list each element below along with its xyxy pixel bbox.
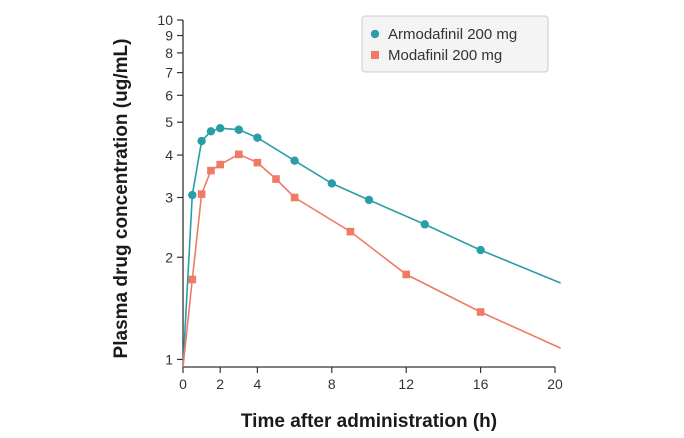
x-tick-label: 12 — [398, 376, 414, 392]
y-tick-label: 8 — [165, 45, 173, 61]
data-point — [290, 193, 299, 202]
data-point — [364, 195, 374, 205]
legend-box — [361, 15, 549, 73]
data-point — [402, 270, 410, 279]
data-point — [253, 158, 262, 167]
y-tick-label: 4 — [165, 147, 173, 163]
data-point — [346, 227, 355, 236]
y-tick-label: 10 — [157, 12, 173, 28]
data-point — [234, 125, 243, 134]
legend: Armodafinil 200 mg Modafinil 200 mg — [361, 15, 549, 73]
y-tick-label: 1 — [165, 351, 173, 367]
data-point — [290, 156, 299, 165]
data-point — [216, 160, 224, 169]
data-point — [207, 166, 215, 175]
y-tick-label: 6 — [165, 87, 173, 103]
data-point — [327, 179, 336, 188]
y-tick-label: 2 — [165, 249, 173, 265]
x-tick-label: 2 — [216, 376, 224, 392]
data-point — [216, 123, 225, 133]
y-tick-label: 3 — [165, 189, 173, 205]
series — [182, 123, 561, 368]
data-point — [272, 175, 280, 183]
data-point — [253, 133, 262, 142]
data-point — [476, 245, 485, 255]
y-axis-title: Plasma drug concentration (ug/mL) — [111, 39, 132, 359]
data-point — [235, 150, 243, 159]
x-tick-label: 20 — [547, 376, 563, 392]
legend-label-modafinil: Modafinil 200 mg — [388, 47, 502, 64]
y-tick-label: 5 — [165, 114, 173, 130]
legend-label-armodafinil: Armodafinil 200 mg — [388, 26, 517, 43]
legend-marker-modafinil — [371, 51, 379, 59]
x-tick-label: 4 — [254, 376, 262, 392]
data-point — [197, 136, 206, 146]
y-tick-label: 7 — [165, 65, 173, 81]
data-point — [476, 308, 485, 316]
x-tick-label: 16 — [473, 376, 489, 392]
legend-marker-armodafinil — [370, 29, 380, 39]
x-axis-title: Time after administration (h) — [241, 411, 497, 432]
y-tick-label: 9 — [165, 28, 173, 44]
data-point — [188, 190, 197, 200]
axes — [182, 20, 555, 368]
data-point — [420, 220, 429, 229]
data-point — [188, 275, 197, 284]
x-tick-label: 8 — [328, 376, 336, 392]
x-tick-label: 0 — [179, 376, 187, 392]
data-point — [197, 190, 206, 198]
x-ticks: 0 2 4 8 12 16 20 — [179, 367, 563, 392]
series-line-1 — [182, 153, 561, 368]
data-point — [206, 127, 216, 136]
